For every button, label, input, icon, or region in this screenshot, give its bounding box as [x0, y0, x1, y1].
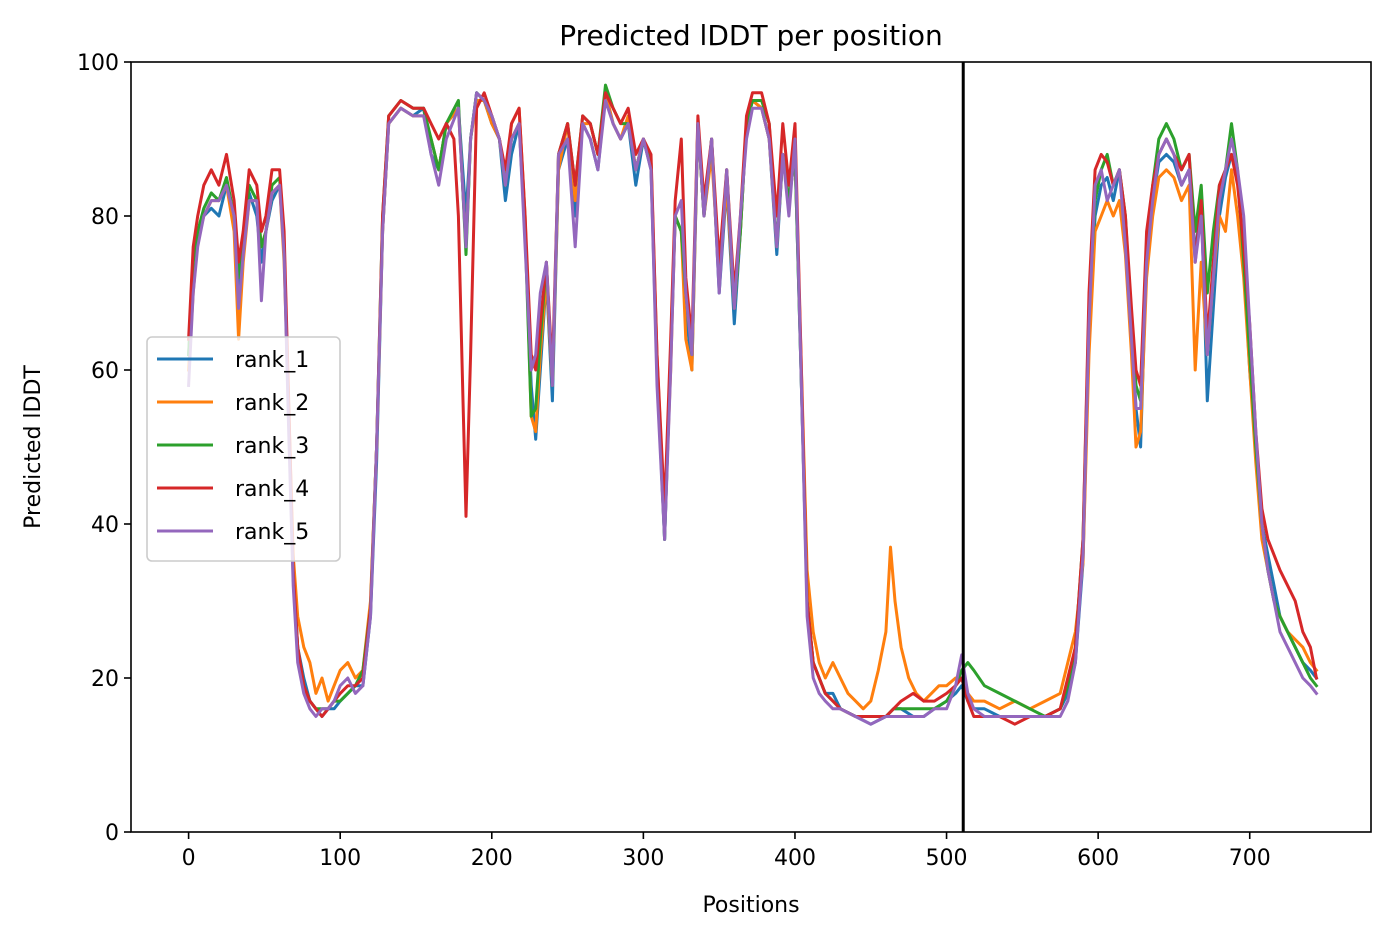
legend: rank_1 rank_2 rank_3 rank_4 rank_5 [146, 336, 341, 562]
chart-title: Predicted lDDT per position [559, 19, 943, 52]
series-line-rank_5 [187, 91, 1319, 726]
x-axis-ticks: 0 100 200 300 400 500 600 700 [182, 832, 1271, 871]
series-layer [187, 83, 1319, 726]
legend-frame [146, 336, 341, 562]
x-tick-label: 0 [182, 846, 196, 871]
legend-label-rank_5: rank_5 [235, 520, 309, 545]
x-tick-label: 600 [1077, 846, 1119, 871]
x-tick-label: 500 [926, 846, 968, 871]
x-axis-label: Positions [702, 893, 799, 918]
x-tick-label: 400 [774, 846, 816, 871]
legend-label-rank_4: rank_4 [235, 477, 309, 502]
y-axis-label: Predicted lDDT [21, 365, 46, 529]
y-axis-ticks: 0 20 40 60 80 100 [77, 51, 131, 846]
x-tick-label: 300 [622, 846, 664, 871]
y-tick-label: 40 [91, 513, 119, 538]
y-tick-label: 60 [91, 359, 119, 384]
y-tick-label: 20 [91, 667, 119, 692]
x-tick-label: 100 [319, 846, 361, 871]
x-tick-label: 700 [1229, 846, 1271, 871]
legend-label-rank_3: rank_3 [235, 434, 309, 459]
legend-label-rank_1: rank_1 [235, 348, 309, 373]
x-tick-label: 200 [471, 846, 513, 871]
y-tick-label: 0 [105, 821, 119, 846]
y-tick-label: 80 [91, 205, 119, 230]
y-tick-label: 100 [77, 51, 119, 76]
plot-frame [130, 61, 1372, 833]
legend-label-rank_2: rank_2 [235, 391, 309, 416]
